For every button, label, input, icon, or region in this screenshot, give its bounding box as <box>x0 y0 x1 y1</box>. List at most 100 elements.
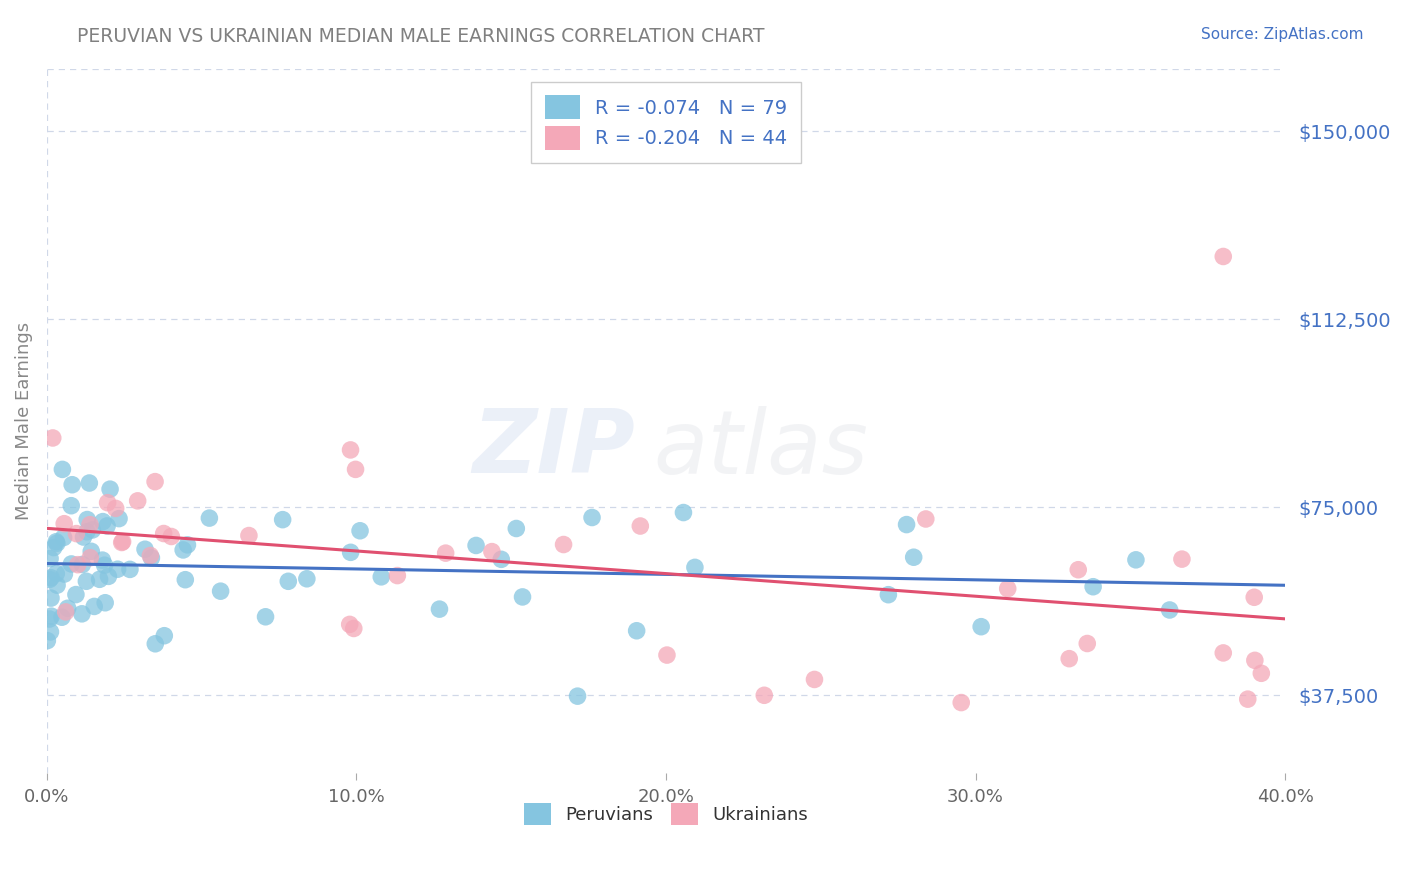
Point <box>89 572 111 586</box>
Point <box>143 475 166 489</box>
Point <box>118 562 141 576</box>
Point <box>45 566 67 581</box>
Point <box>512 590 534 604</box>
Point <box>152 526 174 541</box>
Point <box>581 510 603 524</box>
Point <box>97 496 120 510</box>
Point <box>53 567 76 582</box>
Point <box>108 511 131 525</box>
Point <box>1057 651 1080 665</box>
Point <box>176 538 198 552</box>
Point <box>803 673 825 687</box>
Point <box>72 530 94 544</box>
Point <box>754 688 776 702</box>
Y-axis label: Median Male Earnings: Median Male Earnings <box>15 322 32 520</box>
Point <box>93 558 115 573</box>
Point <box>429 602 451 616</box>
Point <box>96 519 118 533</box>
Point <box>553 537 575 551</box>
Point <box>98 482 121 496</box>
Point <box>970 620 993 634</box>
Point <box>127 493 149 508</box>
Point <box>45 536 67 550</box>
Point <box>1250 666 1272 681</box>
Point <box>134 542 156 557</box>
Point <box>38 612 60 626</box>
Point <box>349 524 371 538</box>
Point <box>94 596 117 610</box>
Point <box>65 588 87 602</box>
Point <box>1159 603 1181 617</box>
Point <box>491 552 513 566</box>
Point <box>39 591 62 606</box>
Point <box>903 550 925 565</box>
Point <box>91 553 114 567</box>
Point <box>42 541 65 555</box>
Point <box>79 476 101 491</box>
Point <box>1212 250 1234 264</box>
Point <box>76 512 98 526</box>
Point <box>51 610 73 624</box>
Point <box>37 633 59 648</box>
Point <box>79 517 101 532</box>
Point <box>70 607 93 621</box>
Point <box>53 516 76 531</box>
Point <box>46 578 69 592</box>
Point <box>295 572 318 586</box>
Point <box>1171 552 1194 566</box>
Point <box>877 588 900 602</box>
Point <box>914 512 936 526</box>
Point <box>343 622 366 636</box>
Point <box>567 689 589 703</box>
Point <box>465 538 488 552</box>
Point <box>174 573 197 587</box>
Point <box>76 524 98 539</box>
Point <box>271 513 294 527</box>
Point <box>55 605 77 619</box>
Point <box>1067 563 1090 577</box>
Point <box>387 568 409 582</box>
Point <box>107 562 129 576</box>
Point <box>997 582 1019 596</box>
Point <box>339 442 361 457</box>
Point <box>950 696 973 710</box>
Point <box>80 544 103 558</box>
Point <box>198 511 221 525</box>
Point <box>505 521 527 535</box>
Text: PERUVIAN VS UKRAINIAN MEDIAN MALE EARNINGS CORRELATION CHART: PERUVIAN VS UKRAINIAN MEDIAN MALE EARNIN… <box>77 27 765 45</box>
Point <box>1236 692 1258 706</box>
Point <box>672 506 695 520</box>
Point <box>38 573 60 587</box>
Point <box>65 526 87 541</box>
Point <box>344 462 367 476</box>
Point <box>1076 636 1098 650</box>
Point <box>1212 646 1234 660</box>
Point <box>111 535 134 549</box>
Point <box>82 523 104 537</box>
Point <box>254 609 277 624</box>
Point <box>72 558 94 572</box>
Point <box>1243 653 1265 667</box>
Point <box>60 477 83 491</box>
Point <box>434 546 457 560</box>
Point <box>51 462 73 476</box>
Point <box>1125 553 1147 567</box>
Point <box>143 637 166 651</box>
Point <box>209 584 232 599</box>
Point <box>104 501 127 516</box>
Point <box>60 499 83 513</box>
Text: Source: ZipAtlas.com: Source: ZipAtlas.com <box>1201 27 1364 42</box>
Point <box>60 557 83 571</box>
Point <box>39 571 62 585</box>
Point <box>141 550 163 565</box>
Point <box>339 617 361 632</box>
Point <box>277 574 299 589</box>
Point <box>56 601 79 615</box>
Point <box>339 545 361 559</box>
Point <box>52 531 75 545</box>
Point <box>42 431 65 445</box>
Point <box>66 558 89 572</box>
Point <box>172 543 194 558</box>
Text: ZIP: ZIP <box>472 405 636 492</box>
Point <box>628 519 651 533</box>
